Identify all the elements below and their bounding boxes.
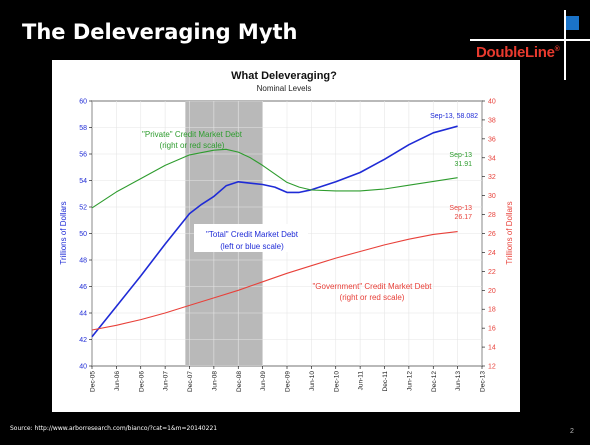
x-tick-label: Dec-06	[138, 371, 145, 392]
right-tick-label: 24	[488, 250, 496, 257]
page-number: 2	[570, 428, 574, 435]
x-axis-ticks: Dec-05 Jun-06 Dec-06 Jun-07 Dec-07 Jun-08 Dec-…	[90, 366, 487, 392]
x-tick-label: Dec-12	[431, 371, 438, 392]
right-tick-label: 38	[488, 117, 496, 124]
x-tick-label: Jun-11	[358, 371, 365, 391]
right-tick-label: 20	[488, 288, 496, 295]
total-scale-label: (left or blue scale)	[220, 242, 284, 251]
left-tick-label: 50	[79, 231, 87, 238]
private-label: "Private" Credit Market Debt	[142, 130, 243, 139]
chart: What Deleveraging? Nominal Levels 40 42 44…	[59, 70, 514, 392]
government-endpoint-date: Sep-13	[449, 205, 472, 212]
private-endpoint-value: 31.91	[454, 161, 472, 168]
x-tick-label: Jun-07	[163, 371, 170, 391]
x-tick-label: Jun-12	[406, 371, 413, 391]
brand-name: DoubleLine®	[476, 44, 560, 61]
brand-logo: DoubleLine®	[470, 10, 590, 80]
right-tick-label: 16	[488, 326, 496, 333]
chart-frame: What Deleveraging? Nominal Levels 40 42 44…	[52, 60, 520, 412]
government-label: "Government" Credit Market Debt	[312, 282, 432, 291]
x-tick-label: Jun-08	[211, 371, 218, 391]
right-tick-label: 14	[488, 345, 496, 352]
right-tick-label: 36	[488, 136, 496, 143]
government-scale-label: (right or red scale)	[340, 293, 405, 302]
left-tick-label: 56	[79, 152, 87, 159]
right-tick-label: 26	[488, 231, 496, 238]
right-tick-label: 18	[488, 307, 496, 314]
right-axis-label: Trillions of Dollars	[505, 201, 514, 264]
left-axis-label: Trillions of Dollars	[59, 201, 68, 264]
slide-title: The Deleveraging Myth	[22, 20, 298, 44]
series-line-private	[91, 148, 458, 209]
total-label-bg	[194, 224, 308, 252]
government-endpoint-value: 26.17	[454, 214, 472, 221]
right-tick-label: 28	[488, 212, 496, 219]
source-note: Source: http://www.arborresearch.com/bia…	[10, 425, 218, 432]
x-tick-label: Dec-07	[187, 371, 194, 392]
left-tick-label: 60	[79, 99, 87, 106]
x-tick-label: Dec-09	[285, 371, 292, 392]
x-tick-label: Dec-13	[480, 371, 487, 392]
series-line-government	[91, 231, 458, 331]
left-axis-ticks: 40 42 44 46 48 50 52 54 56 58 60	[79, 99, 92, 371]
x-tick-label: Dec-05	[90, 371, 97, 392]
left-tick-label: 42	[79, 337, 87, 344]
x-tick-label: Jun-10	[309, 371, 316, 391]
grid	[91, 100, 483, 367]
brand-horizontal-line	[470, 39, 590, 41]
brand-vertical-line	[564, 10, 566, 80]
left-tick-label: 54	[79, 178, 87, 185]
chart-title: What Deleveraging?	[231, 70, 337, 82]
series-lines	[91, 125, 458, 338]
left-tick-label: 48	[79, 258, 87, 265]
left-tick-label: 44	[79, 311, 87, 318]
left-tick-label: 52	[79, 205, 87, 212]
x-tick-label: Dec-08	[236, 371, 243, 392]
x-tick-label: Dec-11	[382, 371, 389, 392]
series-line-total	[91, 125, 458, 338]
right-axis-ticks: 12 14 16 18 20 22 24 26 28 30 32 34 36 38 40	[482, 99, 496, 371]
total-label: "Total" Credit Market Debt	[206, 230, 299, 239]
left-tick-label: 40	[79, 364, 87, 371]
right-tick-label: 30	[488, 193, 496, 200]
right-tick-label: 12	[488, 364, 496, 371]
brand-blue-square	[566, 16, 579, 30]
x-tick-label: Jun-09	[260, 371, 267, 391]
x-tick-label: Jun-13	[455, 371, 462, 391]
right-tick-label: 40	[488, 99, 496, 106]
x-tick-label: Jun-06	[114, 371, 121, 391]
total-endpoint-label: Sep-13, 58.082	[430, 113, 478, 120]
left-tick-label: 58	[79, 125, 87, 132]
right-tick-label: 32	[488, 174, 496, 181]
private-scale-label: (right or red scale)	[160, 141, 225, 150]
x-tick-label: Dec-10	[333, 371, 340, 392]
private-endpoint-date: Sep-13	[449, 152, 472, 159]
chart-subtitle: Nominal Levels	[257, 84, 312, 93]
right-tick-label: 34	[488, 155, 496, 162]
right-tick-label: 22	[488, 269, 496, 276]
left-tick-label: 46	[79, 284, 87, 291]
